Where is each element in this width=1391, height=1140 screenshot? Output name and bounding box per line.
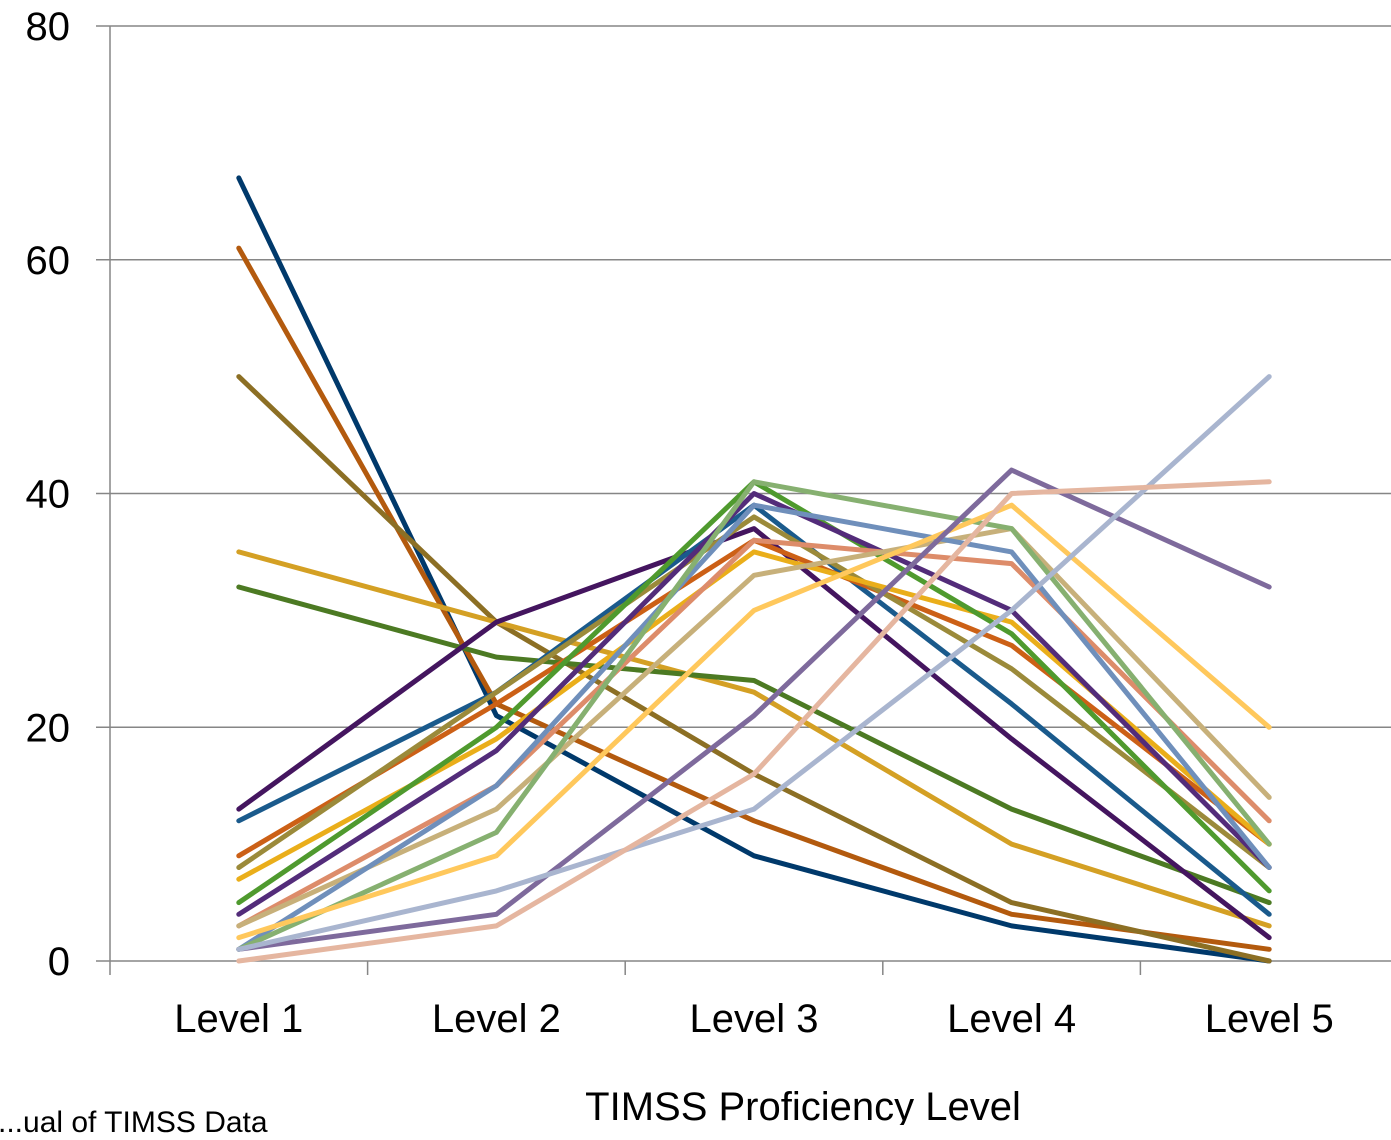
- series-line-19: [236, 374, 1272, 952]
- series-line-16: [236, 479, 1272, 952]
- x-tick-label: Level 5: [1205, 997, 1334, 1041]
- series-line-17: [236, 502, 1272, 941]
- source-note: ...ual of TIMSS Data: [0, 1106, 268, 1139]
- series-line-5: [236, 584, 1272, 906]
- series-line-1: [236, 175, 1272, 964]
- gridlines: [110, 25, 1391, 728]
- series-line-2: [236, 245, 1272, 952]
- series-line-14: [236, 526, 1272, 929]
- series-line-15: [236, 502, 1272, 952]
- x-tick-label: Level 3: [690, 997, 819, 1041]
- series-line-18: [236, 467, 1272, 952]
- y-tick-label: 40: [26, 473, 71, 517]
- series-line-12: [236, 491, 1272, 917]
- x-tick-label: Level 1: [174, 997, 303, 1041]
- series-line-4: [236, 549, 1272, 929]
- series-line-6: [236, 526, 1272, 941]
- series-line-9: [236, 514, 1272, 870]
- series-line-20: [236, 479, 1272, 964]
- y-tick-label: 60: [26, 239, 71, 283]
- y-tick-label: 0: [48, 940, 70, 984]
- y-tick-labels: 0 20 40 60 80: [26, 5, 71, 984]
- x-tick-label: Level 4: [947, 997, 1076, 1041]
- series-line-13: [236, 537, 1272, 929]
- y-tick-label: 80: [26, 5, 71, 49]
- y-tick-label: 20: [26, 706, 71, 750]
- series-lines: [236, 175, 1272, 964]
- x-tick-labels: Level 1 Level 2 Level 3 Level 4 Level 5: [174, 997, 1333, 1041]
- x-axis-title: TIMSS Proficiency Level: [585, 1085, 1021, 1125]
- axes: [96, 25, 1391, 975]
- x-tick-label: Level 2: [432, 997, 561, 1041]
